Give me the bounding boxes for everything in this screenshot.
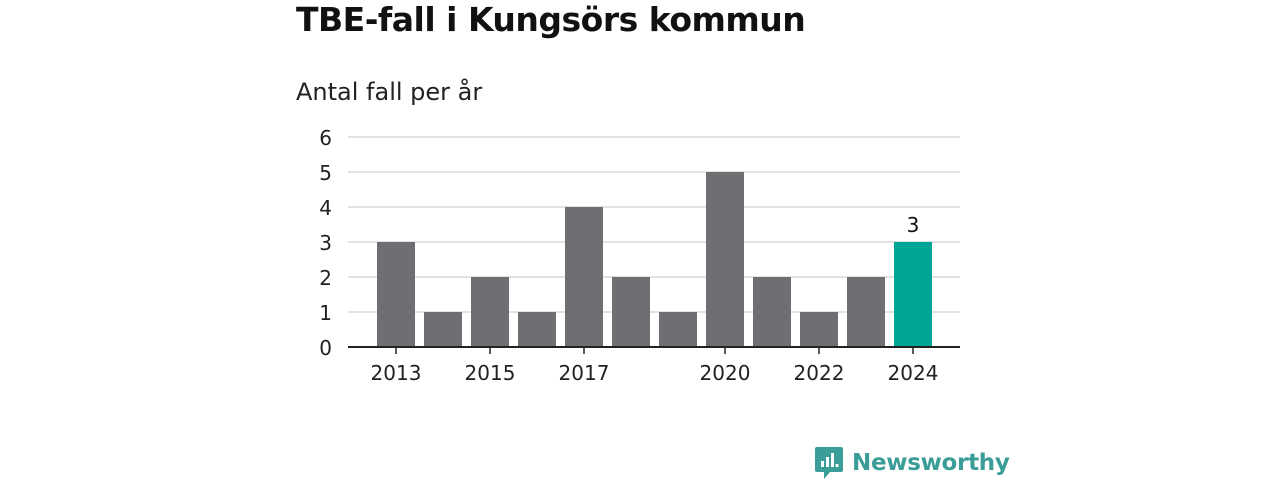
x-tick-label: 2013 xyxy=(371,361,422,385)
bar-2016 xyxy=(518,312,556,347)
y-tick-label: 1 xyxy=(319,301,332,325)
x-axis-ticks: 2013 2015 2017 2020 2022 2024 xyxy=(371,347,939,385)
bar-2020 xyxy=(706,172,744,347)
brand-name: Newsworthy xyxy=(852,450,1010,476)
chart-title: TBE-fall i Kungsörs kommun xyxy=(296,0,806,39)
y-tick-label: 0 xyxy=(319,336,332,360)
newsworthy-icon xyxy=(815,447,843,479)
bar-2017 xyxy=(565,207,603,347)
bar-2023 xyxy=(847,277,885,347)
bar-2019 xyxy=(659,312,697,347)
bar-2014 xyxy=(424,312,462,347)
x-tick-label: 2020 xyxy=(700,361,751,385)
data-label-2024: 3 xyxy=(907,213,920,237)
y-tick-label: 5 xyxy=(319,161,332,185)
data-labels: 3 xyxy=(907,213,920,237)
bar-2021 xyxy=(753,277,791,347)
brand-logo: Newsworthy xyxy=(814,446,1010,480)
x-tick-label: 2015 xyxy=(465,361,516,385)
bar-2018 xyxy=(612,277,650,347)
y-tick-label: 3 xyxy=(319,231,332,255)
bar-2013 xyxy=(377,242,415,347)
y-tick-label: 4 xyxy=(319,196,332,220)
bar-2024 xyxy=(894,242,932,347)
y-axis-ticks: 0 1 2 3 4 5 6 xyxy=(319,126,332,360)
chart-subtitle: Antal fall per år xyxy=(296,78,483,106)
bars xyxy=(377,172,932,347)
bar-2022 xyxy=(800,312,838,347)
y-tick-label: 6 xyxy=(319,126,332,150)
x-tick-label: 2024 xyxy=(888,361,939,385)
y-tick-label: 2 xyxy=(319,266,332,290)
x-tick-label: 2017 xyxy=(559,361,610,385)
bar-2015 xyxy=(471,277,509,347)
x-tick-label: 2022 xyxy=(794,361,845,385)
